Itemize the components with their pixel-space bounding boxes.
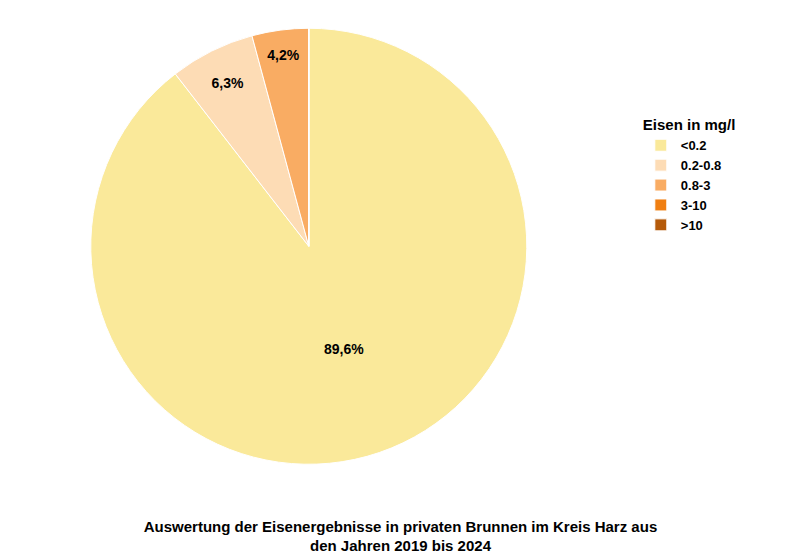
svg-text:0.2-0.8: 0.2-0.8: [681, 158, 721, 173]
svg-text:<0.2: <0.2: [681, 138, 707, 153]
svg-text:>10: >10: [681, 218, 703, 233]
svg-text:6,3%: 6,3%: [211, 75, 243, 91]
svg-text:4,2%: 4,2%: [267, 47, 299, 63]
svg-text:Auswertung der Eisenergebnisse: Auswertung der Eisenergebnisse in privat…: [144, 518, 657, 554]
svg-text:0.8-3: 0.8-3: [681, 178, 711, 193]
svg-text:3-10: 3-10: [681, 198, 707, 213]
svg-text:Eisen in mg/l: Eisen in mg/l: [643, 116, 736, 133]
svg-text:89,6%: 89,6%: [324, 341, 364, 357]
